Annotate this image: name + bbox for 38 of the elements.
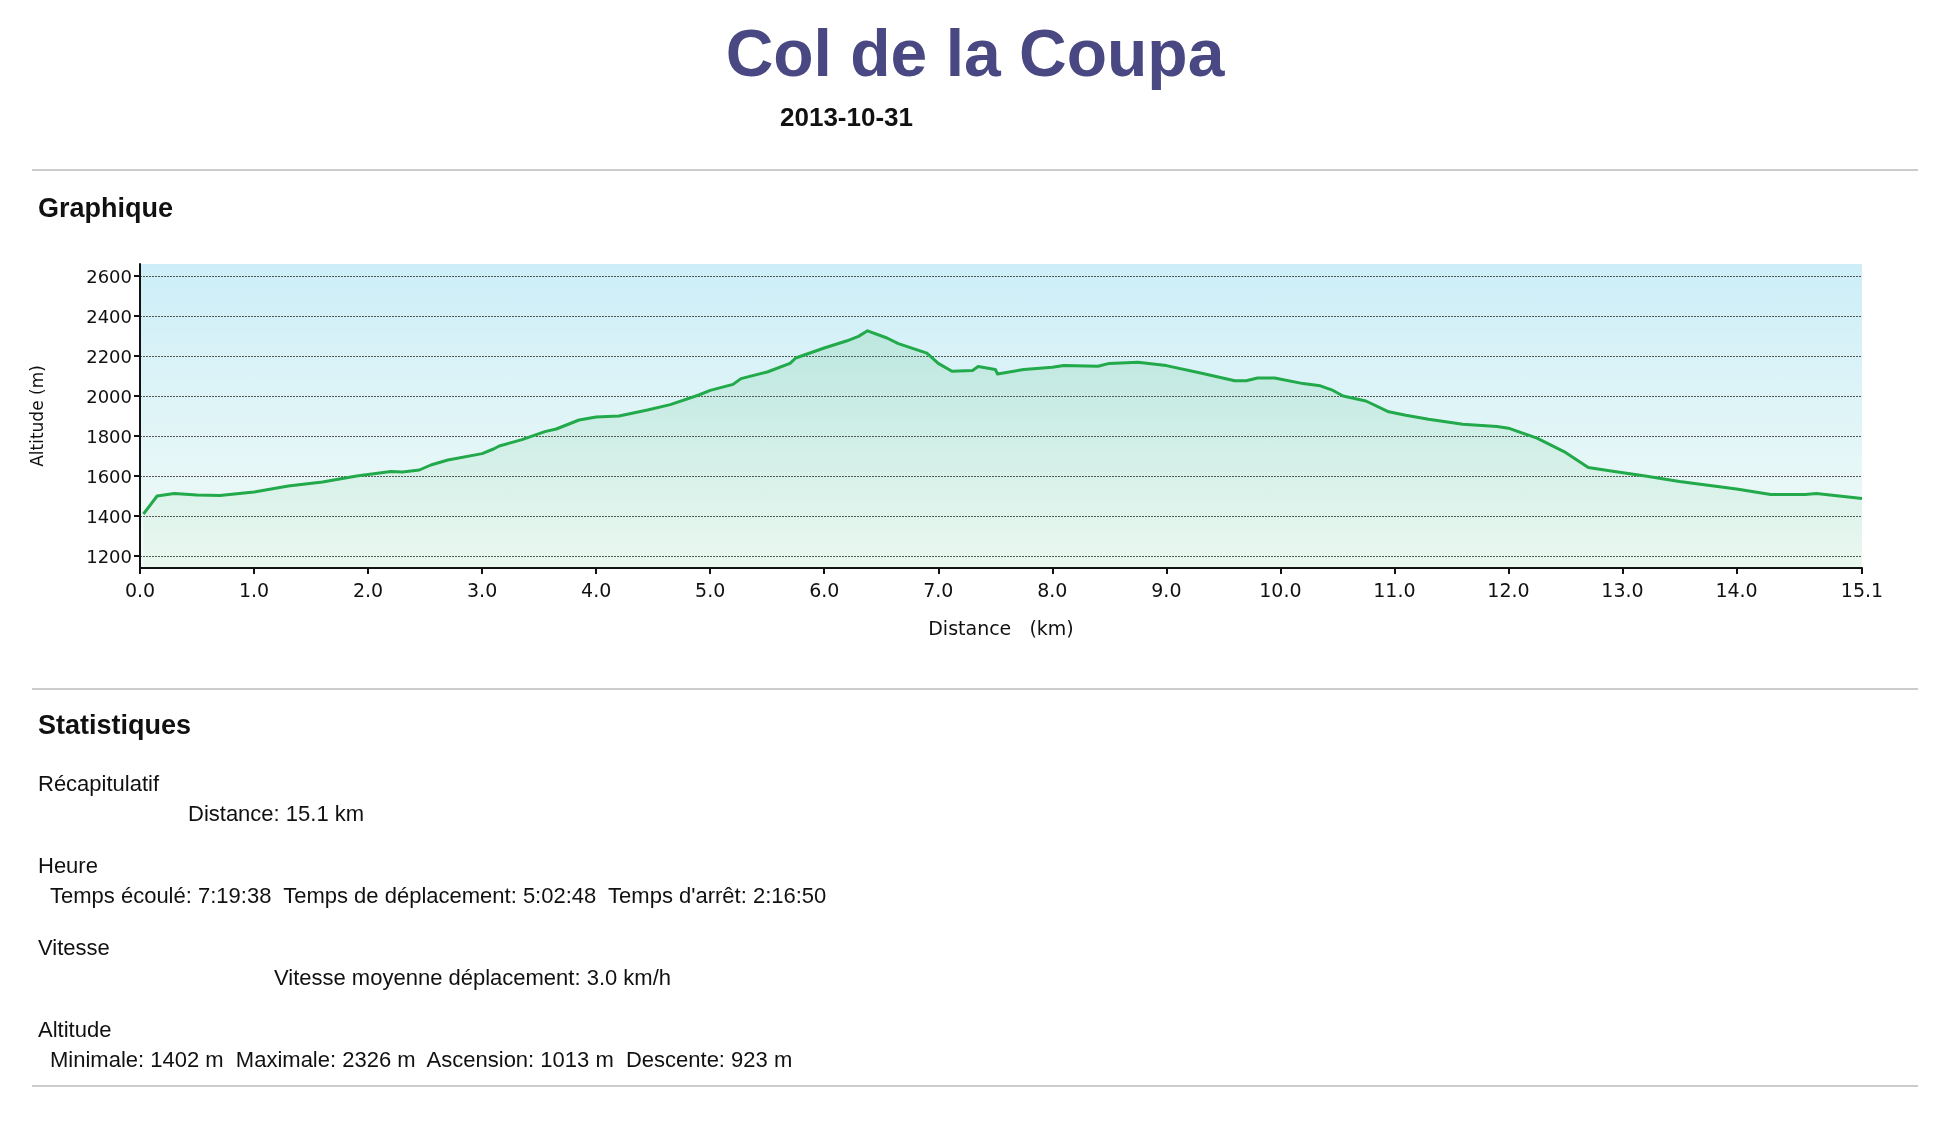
x-tick-label: 10.0 — [1259, 578, 1302, 601]
y-tick-label: 1600 — [86, 465, 132, 487]
text: Temps écoulé: 7:19:38 Temps de déplacement: 5:02:48 Temps d'arrêt: 2:16:50 — [50, 883, 828, 909]
x-tick-label: 9.0 — [1151, 578, 1182, 601]
text: Statistiques — [38, 710, 193, 741]
x-tick-label: 15.1 — [1840, 578, 1884, 601]
x-tick-label: 2.0 — [352, 578, 384, 601]
y-tick-label: 2400 — [86, 305, 132, 327]
x-tick-label: 5.0 — [695, 578, 726, 601]
y-tick-label: 1200 — [86, 545, 132, 567]
x-tick-label: 3.0 — [467, 578, 498, 601]
x-tick-label: 1.0 — [238, 578, 270, 601]
x-tick-label: 11.0 — [1373, 578, 1416, 601]
x-tick-label: 0.0 — [124, 578, 156, 601]
x-tick-label: 8.0 — [1037, 578, 1068, 601]
x-tick-label: 6.0 — [809, 578, 840, 601]
text: Altitude — [38, 1017, 113, 1043]
text: Graphique — [38, 193, 174, 224]
chart-title: Col de la Coupa — [724, 15, 1226, 92]
x-tick-label: 7.0 — [923, 578, 954, 601]
y-tick-label: 1400 — [86, 505, 132, 527]
x-tick-label: 14.0 — [1715, 578, 1758, 601]
x-tick-label: 12.0 — [1487, 578, 1530, 601]
text: Heure — [38, 853, 99, 879]
y-tick-label: 2000 — [86, 385, 132, 407]
x-axis-title: Distance (km) — [928, 616, 1074, 639]
text: Distance: 15.1 km — [188, 801, 366, 827]
x-tick-label: 13.0 — [1601, 578, 1644, 601]
text: Vitesse moyenne déplacement: 3.0 km/h — [274, 965, 673, 991]
text: Récapitulatif — [38, 771, 161, 797]
x-tick-label: 4.0 — [581, 578, 612, 601]
text: Vitesse — [38, 935, 111, 961]
chart-subtitle: 2013-10-31 — [780, 102, 914, 133]
y-axis-title: Altitude (m) — [26, 365, 47, 467]
y-tick-label: 2600 — [86, 265, 132, 287]
y-tick-label: 2200 — [86, 345, 132, 367]
text: Minimale: 1402 m Maximale: 2326 m Ascension: 1013 m Descente: 923 m — [50, 1047, 794, 1073]
y-tick-label: 1800 — [86, 425, 132, 447]
